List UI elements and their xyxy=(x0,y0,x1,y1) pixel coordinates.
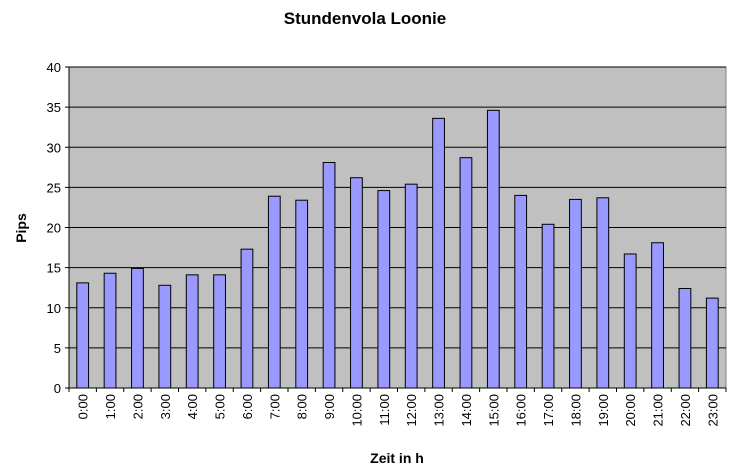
axes xyxy=(65,66,727,392)
bar-4:00 xyxy=(185,274,199,389)
x-tick-labels: 0:00 1:00 2:00 3:00 4:00 5:00 6:00 7:00 8:00 9:00… xyxy=(76,394,721,427)
bar-7:00 xyxy=(267,195,281,389)
x-tick-label: 14:00 xyxy=(459,394,474,427)
bar-18:00 xyxy=(569,198,582,389)
y-tick-label: 15 xyxy=(47,261,61,276)
x-tick-label: 2:00 xyxy=(130,394,145,419)
x-tick-label: 21:00 xyxy=(651,394,666,427)
bar-21:00 xyxy=(651,242,664,389)
y-tick-label: 40 xyxy=(47,60,61,75)
bar-2:00 xyxy=(131,267,144,389)
x-tick-label: 15:00 xyxy=(486,394,501,427)
x-tick-label: 17:00 xyxy=(541,394,556,427)
bar-16:00 xyxy=(514,194,528,389)
bar-6:00 xyxy=(240,248,254,389)
x-tick-label: 23:00 xyxy=(705,394,720,427)
x-tick-label: 4:00 xyxy=(185,394,200,419)
x-tick-label: 0:00 xyxy=(76,394,91,419)
y-axis-title: Pips xyxy=(13,213,29,243)
bars xyxy=(76,109,719,389)
x-tick-label: 9:00 xyxy=(322,394,337,419)
bar-3:00 xyxy=(158,284,172,389)
x-tick-label: 8:00 xyxy=(295,394,310,419)
x-tick-label: 20:00 xyxy=(623,394,638,427)
y-tick-label: 25 xyxy=(47,180,61,195)
bar-8:00 xyxy=(295,199,309,389)
x-tick-label: 5:00 xyxy=(213,394,228,419)
bar-12:00 xyxy=(404,183,418,389)
y-tick-label: 10 xyxy=(47,301,61,316)
bar-5:00 xyxy=(213,274,226,389)
bar-20:00 xyxy=(623,253,637,389)
x-tick-label: 16:00 xyxy=(514,394,529,427)
y-tick-label: 30 xyxy=(47,140,61,155)
bar-17:00 xyxy=(541,223,555,389)
x-tick-label: 19:00 xyxy=(596,394,611,427)
y-tick-label: 5 xyxy=(54,341,61,356)
x-tick-label: 6:00 xyxy=(240,394,255,419)
bar-13:00 xyxy=(432,117,445,389)
bar-19:00 xyxy=(596,197,610,389)
x-tick-label: 12:00 xyxy=(404,394,419,427)
bar-22:00 xyxy=(678,287,692,389)
bar-14:00 xyxy=(459,157,473,389)
y-tick-labels: 0 5 10 15 20 25 30 35 40 xyxy=(47,60,61,396)
bar-10:00 xyxy=(350,177,363,389)
x-tick-label: 7:00 xyxy=(267,394,282,419)
gridlines xyxy=(69,66,726,349)
x-tick-label: 13:00 xyxy=(432,394,447,427)
x-tick-label: 11:00 xyxy=(377,394,392,426)
bar-15:00 xyxy=(486,109,500,389)
chart-title: Stundenvola Loonie xyxy=(284,9,446,28)
x-tick-label: 3:00 xyxy=(158,394,173,419)
bar-1:00 xyxy=(103,272,117,389)
x-tick-label: 10:00 xyxy=(349,394,364,427)
x-tick-label: 18:00 xyxy=(568,394,583,427)
y-tick-label: 20 xyxy=(47,221,61,236)
y-tick-label: 35 xyxy=(47,100,61,115)
bar-0:00 xyxy=(76,282,90,389)
bar-11:00 xyxy=(377,190,391,389)
x-axis-title: Zeit in h xyxy=(370,450,424,466)
x-tick-label: 22:00 xyxy=(678,394,693,427)
x-tick-label: 1:00 xyxy=(103,394,118,419)
bar-9:00 xyxy=(322,161,336,389)
y-tick-label: 0 xyxy=(54,381,61,396)
bar-23:00 xyxy=(705,297,719,389)
